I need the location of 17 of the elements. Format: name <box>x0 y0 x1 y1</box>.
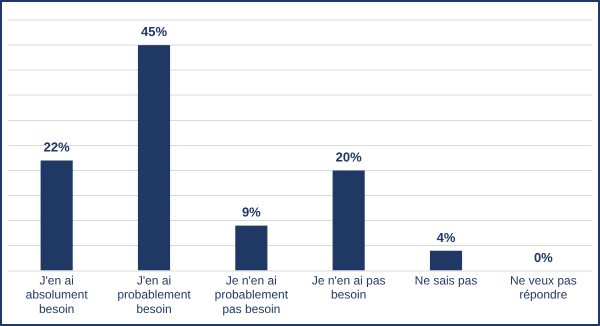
bar <box>430 250 462 270</box>
x-tick-label: J'en ai absolument besoin <box>26 273 88 316</box>
data-label: 45% <box>140 24 168 40</box>
bar <box>138 45 170 270</box>
x-tick-label: Ne veux pas répondre <box>510 273 577 302</box>
bar <box>235 226 268 270</box>
data-label: 4% <box>436 230 456 245</box>
x-tick-label: Ne sais pas <box>414 273 478 288</box>
data-label: 0% <box>534 250 554 265</box>
data-label: 20% <box>336 150 362 165</box>
bar <box>332 170 365 270</box>
data-label: 22% <box>44 140 70 155</box>
x-tick-label: Je n'en ai probablement pas besoin <box>214 273 289 316</box>
x-tick-label: Je n'en ai pas besoin <box>312 273 386 302</box>
x-tick-label: J'en ai probablement besoin <box>117 273 192 316</box>
data-label: 9% <box>242 204 262 220</box>
bar <box>40 160 73 270</box>
